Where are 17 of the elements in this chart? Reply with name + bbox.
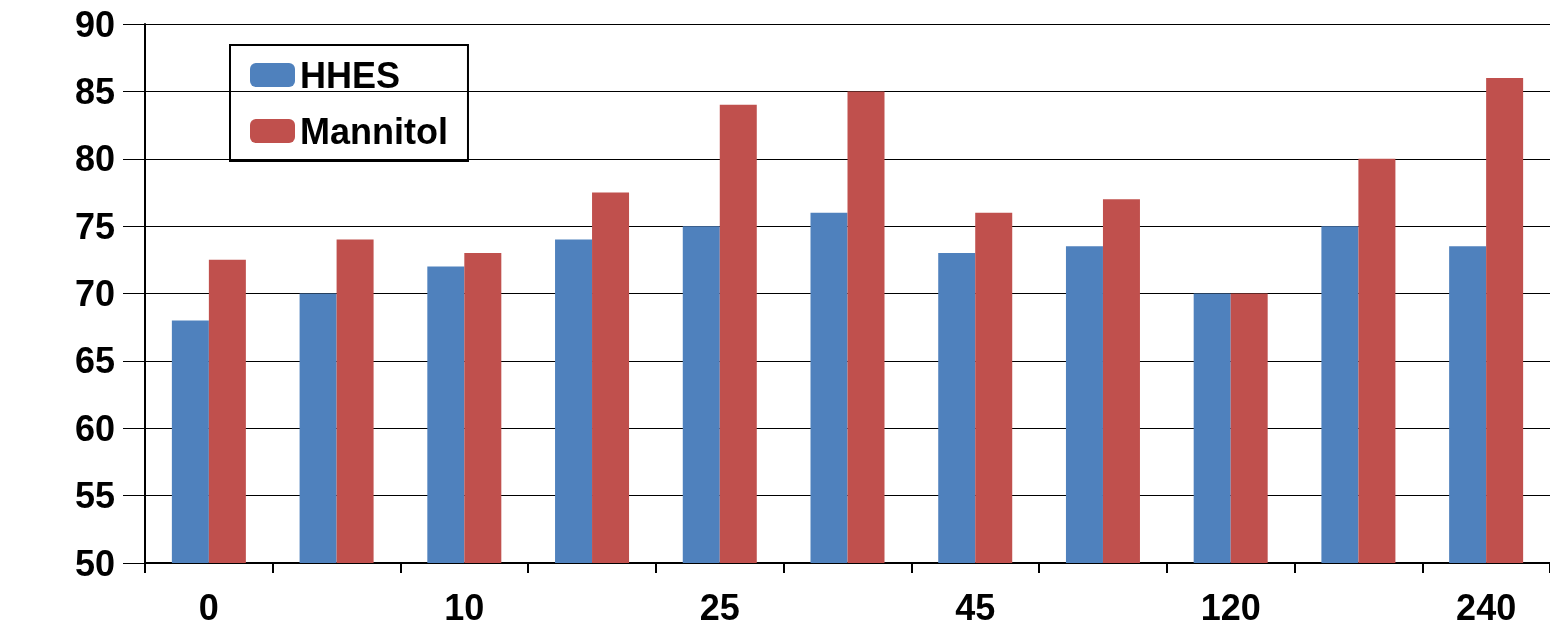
y-tick-label: 70 <box>74 273 115 314</box>
y-tick-label: 80 <box>74 138 115 180</box>
legend-label: HHES <box>300 54 401 96</box>
y-tick-label: 65 <box>74 340 115 382</box>
x-tick-label: 240 <box>1456 586 1517 628</box>
x-tick-label: 10 <box>444 586 485 628</box>
y-tick-label: 90 <box>74 3 115 45</box>
y-tick-label: 55 <box>74 475 115 517</box>
x-tick-label: 120 <box>1200 586 1261 628</box>
legend-label: Mannitol <box>300 110 448 152</box>
y-tick-label: 75 <box>74 205 115 247</box>
y-tick-label: 60 <box>74 407 115 449</box>
y-tick-label: 85 <box>74 70 115 112</box>
x-tick-label: 45 <box>955 586 996 628</box>
y-tick-label: 50 <box>74 542 115 584</box>
x-tick-label: 0 <box>198 586 219 628</box>
x-tick-label: 25 <box>699 586 740 628</box>
